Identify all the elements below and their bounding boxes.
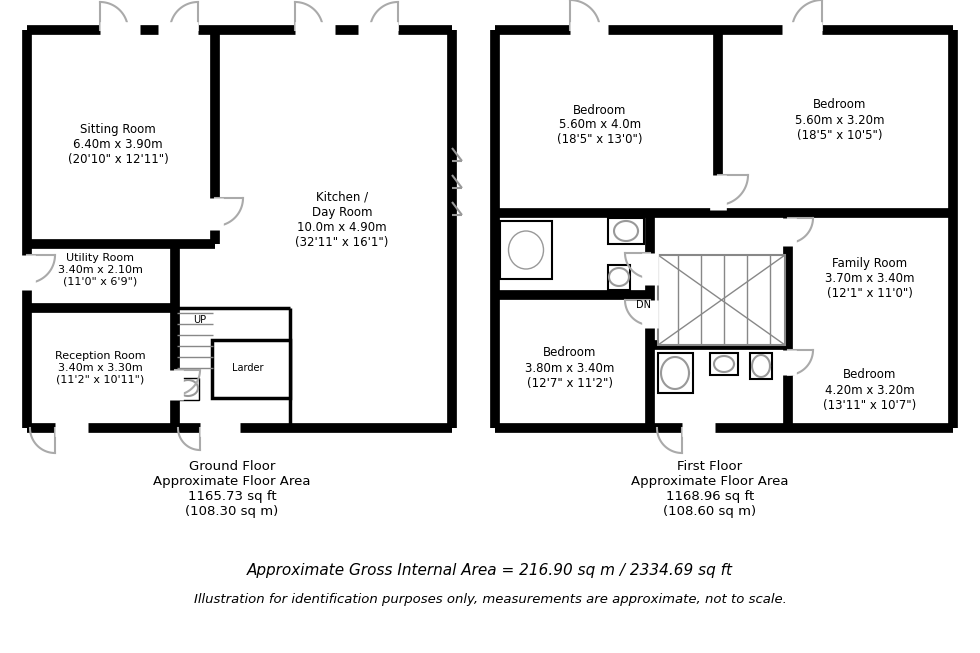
Bar xyxy=(177,378,199,400)
Bar xyxy=(750,353,772,379)
Text: Bedroom
4.20m x 3.20m
(13'11" x 10'7"): Bedroom 4.20m x 3.20m (13'11" x 10'7") xyxy=(823,368,916,411)
Text: Approximate Gross Internal Area = 216.90 sq m / 2334.69 sq ft: Approximate Gross Internal Area = 216.90… xyxy=(247,562,733,577)
Text: Larder: Larder xyxy=(232,363,264,373)
Text: Sitting Room
6.40m x 3.90m
(20'10" x 12'11"): Sitting Room 6.40m x 3.90m (20'10" x 12'… xyxy=(68,123,169,167)
Text: Utility Room
3.40m x 2.10m
(11'0" x 6'9"): Utility Room 3.40m x 2.10m (11'0" x 6'9"… xyxy=(58,253,142,287)
Text: Reception Room
3.40m x 3.30m
(11'2" x 10'11"): Reception Room 3.40m x 3.30m (11'2" x 10… xyxy=(55,351,145,385)
Bar xyxy=(608,265,630,290)
Bar xyxy=(658,353,693,393)
Text: First Floor
Approximate Floor Area
1168.96 sq ft
(108.60 sq m): First Floor Approximate Floor Area 1168.… xyxy=(631,460,789,518)
Text: Bedroom
5.60m x 3.20m
(18'5" x 10'5"): Bedroom 5.60m x 3.20m (18'5" x 10'5") xyxy=(795,99,885,142)
Text: Bedroom
5.60m x 4.0m
(18'5" x 13'0"): Bedroom 5.60m x 4.0m (18'5" x 13'0") xyxy=(558,103,643,146)
Text: UP: UP xyxy=(193,315,207,325)
Text: DN: DN xyxy=(635,300,651,310)
Text: Family Room
3.70m x 3.40m
(12'1" x 11'0"): Family Room 3.70m x 3.40m (12'1" x 11'0"… xyxy=(825,257,914,300)
Bar xyxy=(27,30,452,428)
Bar xyxy=(658,255,785,345)
Bar xyxy=(495,30,953,428)
Text: Kitchen /
Day Room
10.0m x 4.90m
(32'11" x 16'1"): Kitchen / Day Room 10.0m x 4.90m (32'11"… xyxy=(295,191,389,249)
Text: Ground Floor
Approximate Floor Area
1165.73 sq ft
(108.30 sq m): Ground Floor Approximate Floor Area 1165… xyxy=(153,460,311,518)
Text: Bedroom
3.80m x 3.40m
(12'7" x 11'2"): Bedroom 3.80m x 3.40m (12'7" x 11'2") xyxy=(525,347,614,389)
Text: Illustration for identification purposes only, measurements are approximate, not: Illustration for identification purposes… xyxy=(194,594,786,607)
Bar xyxy=(710,353,738,375)
Ellipse shape xyxy=(509,231,544,269)
Bar xyxy=(500,221,552,279)
Bar xyxy=(608,218,644,244)
Bar xyxy=(212,340,290,398)
